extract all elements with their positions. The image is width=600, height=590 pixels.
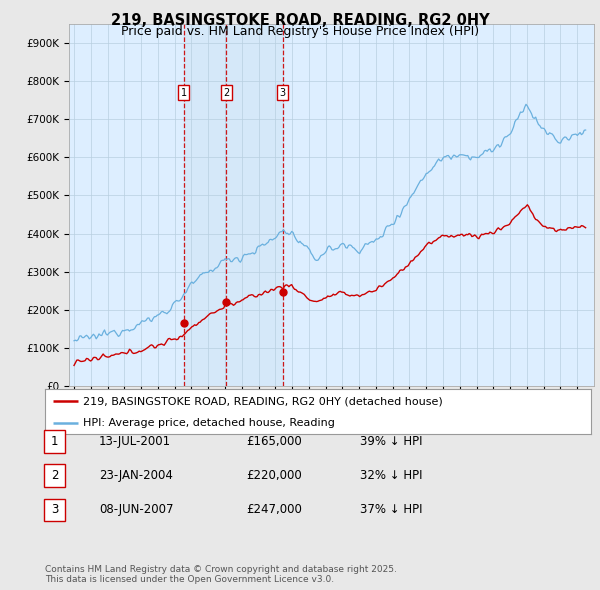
Text: 1: 1 — [181, 87, 187, 97]
Text: 23-JAN-2004: 23-JAN-2004 — [99, 469, 173, 482]
Text: 37% ↓ HPI: 37% ↓ HPI — [360, 503, 422, 516]
Text: HPI: Average price, detached house, Reading: HPI: Average price, detached house, Read… — [83, 418, 335, 428]
Text: 32% ↓ HPI: 32% ↓ HPI — [360, 469, 422, 482]
Text: £220,000: £220,000 — [246, 469, 302, 482]
Text: 39% ↓ HPI: 39% ↓ HPI — [360, 435, 422, 448]
Text: 3: 3 — [280, 87, 286, 97]
Text: 2: 2 — [51, 469, 58, 482]
Text: 219, BASINGSTOKE ROAD, READING, RG2 0HY: 219, BASINGSTOKE ROAD, READING, RG2 0HY — [110, 13, 490, 28]
Text: £247,000: £247,000 — [246, 503, 302, 516]
Text: 13-JUL-2001: 13-JUL-2001 — [99, 435, 171, 448]
Text: 219, BASINGSTOKE ROAD, READING, RG2 0HY (detached house): 219, BASINGSTOKE ROAD, READING, RG2 0HY … — [83, 396, 443, 407]
Bar — [184, 24, 283, 386]
Text: 08-JUN-2007: 08-JUN-2007 — [99, 503, 173, 516]
Text: 2: 2 — [223, 87, 229, 97]
Text: Contains HM Land Registry data © Crown copyright and database right 2025.
This d: Contains HM Land Registry data © Crown c… — [45, 565, 397, 584]
Text: 3: 3 — [51, 503, 58, 516]
Text: 1: 1 — [51, 435, 58, 448]
Text: £165,000: £165,000 — [246, 435, 302, 448]
Text: Price paid vs. HM Land Registry's House Price Index (HPI): Price paid vs. HM Land Registry's House … — [121, 25, 479, 38]
